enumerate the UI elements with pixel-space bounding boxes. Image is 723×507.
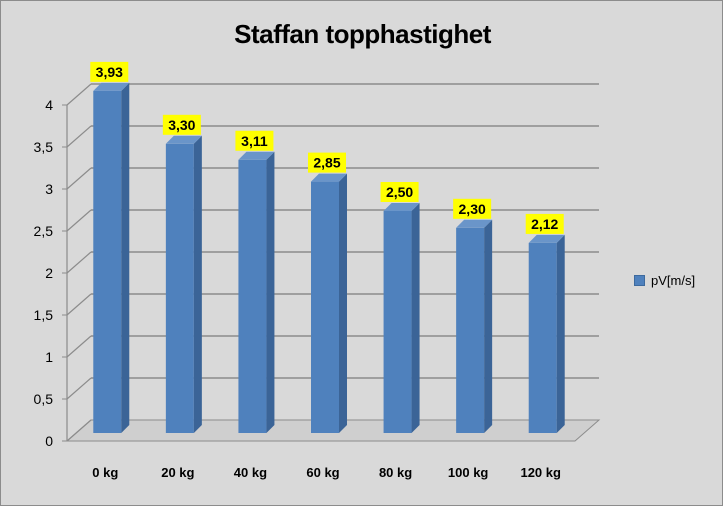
axis-depth-line <box>66 125 92 148</box>
y-tick-label: 1 <box>45 349 53 365</box>
x-tick-label: 100 kg <box>448 465 489 480</box>
bar <box>528 242 557 433</box>
legend-label: pV[m/s] <box>651 273 696 288</box>
y-tick-label: 0 <box>45 433 53 449</box>
data-label: 2,12 <box>531 216 558 232</box>
data-label-box <box>525 213 564 234</box>
bar-side <box>339 173 347 433</box>
data-label-box <box>162 114 201 135</box>
y-tick-label: 0,5 <box>34 391 54 407</box>
data-label-box <box>453 198 492 219</box>
data-label: 3,93 <box>96 64 123 80</box>
bar-top <box>528 234 565 243</box>
y-tick-label: 2,5 <box>34 223 54 239</box>
data-label-box <box>380 182 419 202</box>
bar <box>93 90 122 433</box>
axis-depth-line <box>66 209 92 232</box>
bar-top <box>311 173 347 182</box>
axis-depth-line <box>66 293 92 316</box>
bar-side <box>556 234 565 433</box>
legend: pV[m/s] <box>634 273 695 288</box>
y-tick-label: 4 <box>45 97 53 113</box>
y-tick-label: 2 <box>45 265 53 281</box>
bar-top <box>165 135 202 144</box>
x-tick-label: 20 kg <box>161 465 194 480</box>
data-label: 3,11 <box>241 133 268 149</box>
chart-title: Staffan topphastighet <box>234 19 491 49</box>
bar-side <box>266 151 275 433</box>
data-label: 3,30 <box>168 117 195 133</box>
data-label-box <box>308 152 346 173</box>
axis-depth-line <box>66 419 92 442</box>
bar <box>238 159 267 433</box>
x-tick-label: 80 kg <box>379 465 412 480</box>
x-tick-label: 120 kg <box>520 465 561 480</box>
axis-depth-line <box>66 335 92 358</box>
bar-side <box>193 135 202 434</box>
y-tick-label: 3 <box>45 181 53 197</box>
y-tick-label: 3,5 <box>34 139 54 155</box>
bar-side <box>121 82 130 433</box>
bar-side <box>484 219 493 433</box>
data-label: 2,30 <box>459 201 486 217</box>
bar <box>456 227 485 433</box>
axis-depth-line <box>66 167 92 190</box>
bar-top <box>93 82 130 91</box>
data-label-box <box>235 130 274 151</box>
data-label: 2,50 <box>386 184 413 200</box>
bar <box>311 181 339 433</box>
bar-top <box>238 151 275 160</box>
x-tick-label: 60 kg <box>306 465 339 480</box>
axis-depth-line <box>66 377 92 400</box>
bar <box>383 211 412 433</box>
x-tick-label: 0 kg <box>92 465 118 480</box>
x-tick-label: 40 kg <box>234 465 267 480</box>
data-label-box <box>90 61 129 82</box>
y-tick-label: 1,5 <box>34 307 54 323</box>
legend-swatch <box>634 275 645 286</box>
bar-side <box>411 203 420 433</box>
bar <box>165 143 194 434</box>
axis-depth-line <box>66 83 92 106</box>
bar-top <box>383 203 420 211</box>
bar-top <box>456 219 493 228</box>
data-label: 2,85 <box>313 155 340 171</box>
axis-depth-line <box>66 251 92 274</box>
